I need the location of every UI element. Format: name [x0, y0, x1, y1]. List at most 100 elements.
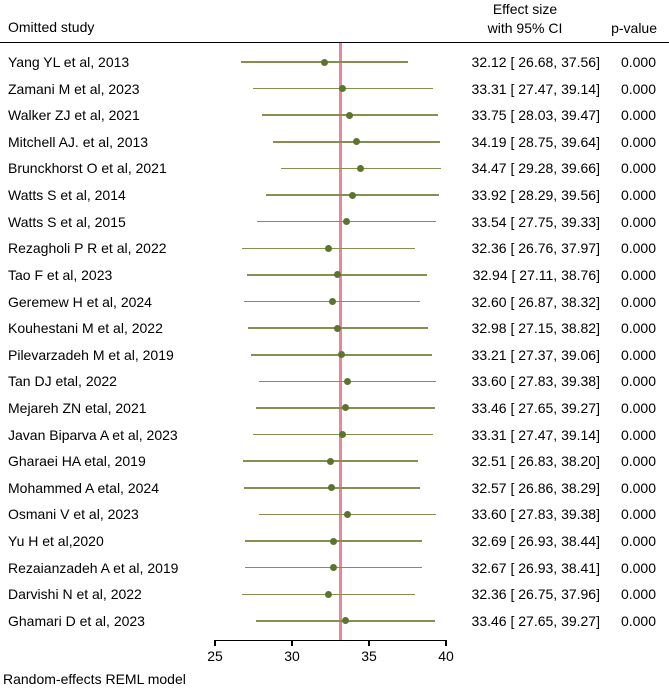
column-header-effect-size-line2: with 95% CI: [487, 20, 563, 36]
p-value: 0.000: [620, 266, 656, 283]
p-value: 0.000: [620, 453, 656, 470]
p-value: 0.000: [620, 346, 656, 363]
effect-size-value: 33.46 [ 27.65, 39.27]: [471, 399, 600, 416]
p-value: 0.000: [620, 107, 656, 124]
p-value: 0.000: [620, 133, 656, 150]
effect-point-marker: [341, 617, 349, 625]
effect-size-value: 33.31 [ 27.47, 39.14]: [471, 80, 600, 97]
study-label: Watts S et al, 2015: [8, 213, 126, 230]
effect-size-value: 32.51 [ 26.83, 38.20]: [471, 453, 600, 470]
study-label: Javan Biparva A et al, 2023: [8, 426, 178, 443]
study-label: Gharaei HA etal, 2019: [8, 453, 146, 470]
effect-point-marker: [324, 244, 332, 252]
effect-size-value: 32.69 [ 26.93, 38.44]: [471, 533, 600, 550]
study-label: Brunckhorst O et al, 2021: [8, 160, 167, 177]
effect-point-marker: [343, 377, 351, 385]
study-label: Geremew H et al, 2024: [8, 293, 152, 310]
study-label: Kouhestani M et al, 2022: [8, 320, 163, 337]
column-header-effect-size-line1: Effect size: [492, 1, 558, 17]
effect-size-value: 32.94 [ 27.11, 38.76]: [472, 266, 600, 283]
study-label: Darvishi N et al, 2022: [8, 586, 142, 603]
overall-estimate-reference-line: [339, 43, 342, 640]
effect-size-value: 32.36 [ 26.75, 37.96]: [471, 586, 600, 603]
effect-size-value: 33.46 [ 27.65, 39.27]: [471, 612, 600, 629]
column-header-omitted-study: Omitted study: [8, 19, 95, 35]
effect-point-marker: [337, 351, 345, 359]
effect-point-marker: [346, 111, 354, 119]
effect-point-marker: [348, 191, 356, 199]
study-label: Zamani M et al, 2023: [8, 80, 140, 97]
x-axis-tick: [291, 640, 293, 646]
effect-size-value: 33.54 [ 27.75, 39.33]: [471, 213, 600, 230]
effect-point-marker: [324, 590, 332, 598]
effect-size-value: 34.47 [ 29.28, 39.66]: [471, 160, 600, 177]
p-value: 0.000: [620, 213, 656, 230]
study-label: Mejareh ZN etal, 2021: [8, 399, 147, 416]
study-label: Ghamari D et al, 2023: [8, 612, 145, 629]
effect-size-value: 32.36 [ 26.76, 37.97]: [471, 240, 600, 257]
model-note: Random-effects REML model: [3, 671, 186, 687]
x-axis-tick: [445, 640, 447, 646]
effect-point-marker: [339, 431, 347, 439]
effect-point-marker: [329, 537, 337, 545]
study-label: Yang YL et al, 2013: [8, 54, 130, 70]
effect-size-value: 33.60 [ 27.83, 39.38]: [471, 506, 600, 523]
effect-size-value: 32.60 [ 26.87, 38.32]: [471, 293, 600, 310]
p-value: 0.000: [620, 533, 656, 550]
effect-size-value: 32.57 [ 26.86, 38.29]: [471, 479, 600, 496]
effect-point-marker: [328, 484, 336, 492]
effect-point-marker: [329, 564, 337, 572]
effect-point-marker: [339, 85, 347, 93]
effect-point-marker: [328, 298, 336, 306]
study-label: Yu H et al,2020: [8, 533, 104, 550]
effect-point-marker: [343, 510, 351, 518]
effect-size-value: 33.21 [ 27.37, 39.06]: [471, 346, 600, 363]
effect-point-marker: [333, 271, 341, 279]
p-value: 0.000: [620, 80, 656, 97]
p-value: 0.000: [620, 373, 656, 390]
effect-point-marker: [357, 164, 365, 172]
p-value: 0.000: [620, 426, 656, 443]
effect-size-value: 33.92 [ 28.29, 39.56]: [471, 187, 600, 204]
p-value: 0.000: [620, 54, 656, 70]
effect-point-marker: [321, 58, 329, 66]
x-axis-tick: [214, 640, 216, 646]
study-label: Watts S et al, 2014: [8, 187, 126, 204]
p-value: 0.000: [620, 399, 656, 416]
p-value: 0.000: [620, 506, 656, 523]
x-axis-line: [215, 640, 446, 642]
p-value: 0.000: [620, 612, 656, 629]
x-axis-tick-label: 35: [361, 648, 377, 664]
effect-point-marker: [327, 457, 335, 465]
study-label: Walker ZJ et al, 2021: [8, 107, 140, 124]
effect-size-value: 34.19 [ 28.75, 39.64]: [471, 133, 600, 150]
effect-point-marker: [343, 218, 351, 226]
p-value: 0.000: [620, 479, 656, 496]
study-label: Rezagholi P R et al, 2022: [8, 240, 167, 257]
p-value: 0.000: [620, 160, 656, 177]
study-label: Osmani V et al, 2023: [8, 506, 139, 523]
effect-point-marker: [353, 138, 361, 146]
effect-size-value: 32.67 [ 26.93, 38.41]: [471, 559, 600, 576]
study-label: Tan DJ etal, 2022: [8, 373, 117, 390]
p-value: 0.000: [620, 240, 656, 257]
p-value: 0.000: [620, 320, 656, 337]
effect-size-value: 33.75 [ 28.03, 39.47]: [471, 107, 600, 124]
effect-point-marker: [341, 404, 349, 412]
p-value: 0.000: [620, 586, 656, 603]
effect-size-value: 32.12 [ 26.68, 37.56]: [471, 54, 600, 70]
study-label: Rezaianzadeh A et al, 2019: [8, 559, 179, 576]
header-rule: [0, 42, 669, 44]
study-label: Tao F et al, 2023: [8, 266, 113, 283]
x-axis-tick-label: 25: [207, 648, 223, 664]
p-value: 0.000: [620, 559, 656, 576]
effect-size-value: 33.60 [ 27.83, 39.38]: [471, 373, 600, 390]
x-axis-tick-label: 30: [284, 648, 300, 664]
p-value: 0.000: [620, 187, 656, 204]
p-value: 0.000: [620, 293, 656, 310]
study-label: Mitchell AJ. et al, 2013: [8, 133, 149, 150]
column-header-p-value: p-value: [611, 20, 657, 36]
study-label: Pilevarzadeh M et al, 2019: [8, 346, 174, 363]
effect-size-value: 33.31 [ 27.47, 39.14]: [471, 426, 600, 443]
